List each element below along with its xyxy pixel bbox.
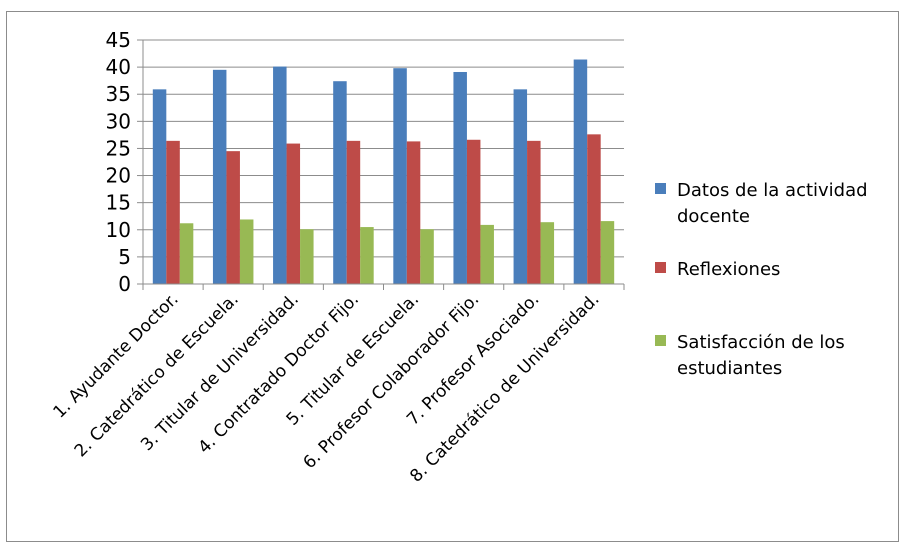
y-tick-label: 30 (106, 109, 131, 133)
y-tick-label: 35 (106, 82, 131, 106)
bar-2-8 (587, 134, 601, 284)
bar-3-6 (480, 224, 494, 284)
legend-swatch-2 (655, 262, 666, 273)
bar-3-4 (360, 227, 374, 284)
bar-1-1 (152, 89, 167, 284)
y-tick-label: 10 (106, 218, 131, 242)
legend-label-2: Reflexiones (677, 259, 780, 280)
x-axis-category-labels: 1. Ayudante Doctor.2. Catedrático de Esc… (50, 289, 604, 486)
axes (137, 39, 625, 290)
bar-2-5 (406, 141, 421, 284)
bar-1-5 (393, 68, 407, 284)
bars (152, 59, 615, 284)
bar-3-7 (540, 222, 555, 284)
bar-3-5 (420, 229, 434, 284)
y-axis-tick-labels: 0 5 10 15 20 25 30 35 40 45 (106, 28, 131, 296)
bar-3-1 (179, 223, 194, 284)
y-tick-label: 15 (106, 191, 131, 215)
legend-swatch-1 (655, 183, 666, 194)
bar-1-3 (273, 66, 287, 284)
bar-1-8 (573, 59, 588, 284)
legend: Datos de la actividad docente Reflexiones S… (655, 180, 868, 379)
legend-label-3: Satisfacción de los (677, 332, 845, 353)
legend-swatch-3 (655, 335, 666, 346)
legend-label-3: estudiantes (677, 358, 782, 379)
bar-1-2 (212, 69, 227, 284)
y-tick-label: 5 (118, 245, 131, 269)
bar-2-7 (527, 140, 541, 284)
bar-2-4 (346, 140, 361, 284)
bar-2-3 (286, 143, 301, 284)
bar-3-2 (239, 219, 254, 284)
bar-1-7 (513, 89, 528, 284)
bar-chart: 0 5 10 15 20 25 30 35 40 45 1. Ayudante Doctor.2.… (50, 28, 868, 487)
bar-3-3 (300, 229, 314, 284)
bar-2-1 (166, 140, 180, 284)
y-tick-label: 20 (106, 164, 131, 188)
bar-1-6 (453, 71, 467, 284)
y-tick-label: 0 (118, 272, 131, 296)
legend-label-1: docente (677, 206, 750, 227)
y-tick-label: 40 (106, 55, 131, 79)
bar-1-4 (333, 81, 347, 284)
bar-2-2 (226, 151, 240, 284)
y-tick-label: 25 (106, 136, 131, 160)
legend-label-1: Datos de la actividad (677, 180, 868, 201)
bar-2-6 (466, 139, 481, 284)
bar-3-8 (600, 221, 615, 284)
y-tick-label: 45 (106, 28, 131, 52)
chart-frame: 0 5 10 15 20 25 30 35 40 45 1. Ayudante Doctor. 2.… (6, 11, 899, 542)
